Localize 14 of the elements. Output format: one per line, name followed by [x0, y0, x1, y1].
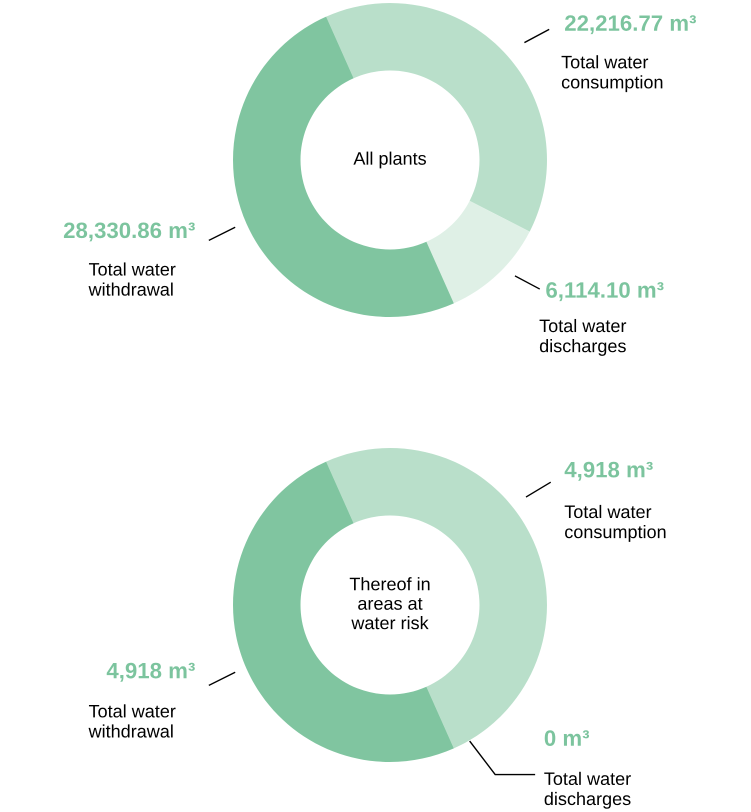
- data-label: 28,330.86 m³: [64, 222, 195, 242]
- data-label: 6,114.10 m³: [546, 282, 664, 302]
- data-label: 22,216.77 m³: [565, 15, 696, 34]
- slice-label: Total water consumption: [562, 55, 662, 92]
- data-label: 4,918 m³: [106, 662, 195, 682]
- slice-label: Total water withdrawal: [88, 262, 176, 296]
- slice-label: Total water withdrawal: [88, 704, 176, 738]
- slice-label: Total water consumption: [564, 504, 666, 542]
- text: Thereof in areas at water risk: [350, 577, 430, 630]
- text: 0 m³: [544, 730, 590, 746]
- data-label: 4,918 m³: [564, 462, 653, 481]
- slice-label: Total water discharges: [540, 318, 626, 356]
- text: All plants: [353, 152, 426, 168]
- category-label: Total water discharges: [544, 772, 631, 809]
